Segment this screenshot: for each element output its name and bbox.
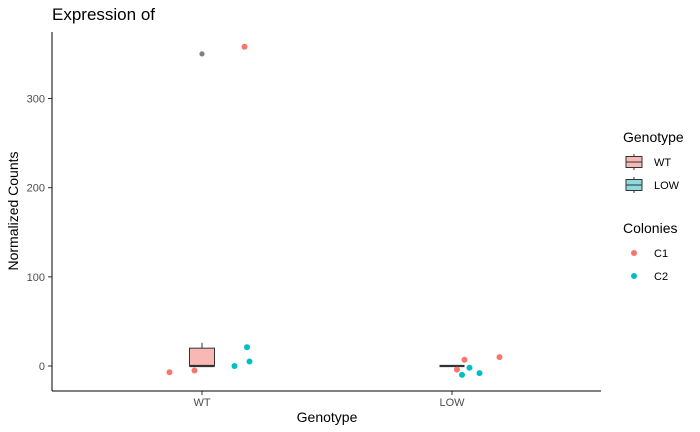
legend-key-wt: [625, 154, 643, 170]
legend-title: Colonies: [623, 220, 677, 236]
legend-colonies: Colonies C1 C2: [623, 220, 677, 283]
point-c2: [244, 344, 250, 351]
boxplot-wt: [189, 51, 215, 368]
point-c1: [454, 366, 460, 373]
point-c1: [241, 43, 248, 50]
point-c1: [461, 356, 468, 363]
box-body: [189, 347, 215, 367]
point-c2: [246, 358, 253, 365]
legend-key-c2: [631, 273, 637, 279]
point-c1: [191, 367, 198, 374]
legend: Genotype WT LOW Colonies C1 C2: [623, 129, 684, 283]
y-axis-title: Normalized Counts: [5, 151, 21, 270]
point-c1: [166, 369, 173, 376]
legend-genotype: Genotype WT LOW: [623, 129, 684, 193]
legend-label: WT: [654, 157, 671, 169]
box-outlier: [199, 51, 205, 57]
point-c2: [466, 364, 473, 371]
legend-label: C1: [654, 248, 668, 260]
boxplots: [189, 51, 465, 368]
point-c2: [231, 363, 238, 369]
x-tick-label: WT: [193, 397, 210, 409]
x-tick-label: LOW: [439, 397, 465, 409]
chart-title: Expression of: [52, 5, 155, 24]
y-tick-label: 200: [27, 183, 45, 195]
point-c1: [496, 354, 503, 361]
y-tick-label: 100: [27, 272, 45, 284]
x-axis-ticks: WT LOW: [193, 391, 465, 409]
y-axis-ticks: 0 100 200 300: [27, 93, 52, 373]
point-c2: [459, 371, 465, 378]
legend-key-c1: [631, 250, 637, 256]
x-axis-title: Genotype: [297, 409, 358, 425]
y-tick-label: 300: [27, 93, 45, 105]
legend-title: Genotype: [623, 129, 684, 145]
y-tick-label: 0: [39, 361, 45, 373]
data-points: [166, 43, 503, 378]
legend-key-low: [625, 177, 643, 193]
legend-label: LOW: [654, 180, 680, 192]
point-c2: [476, 370, 483, 377]
legend-label: C2: [654, 271, 668, 283]
